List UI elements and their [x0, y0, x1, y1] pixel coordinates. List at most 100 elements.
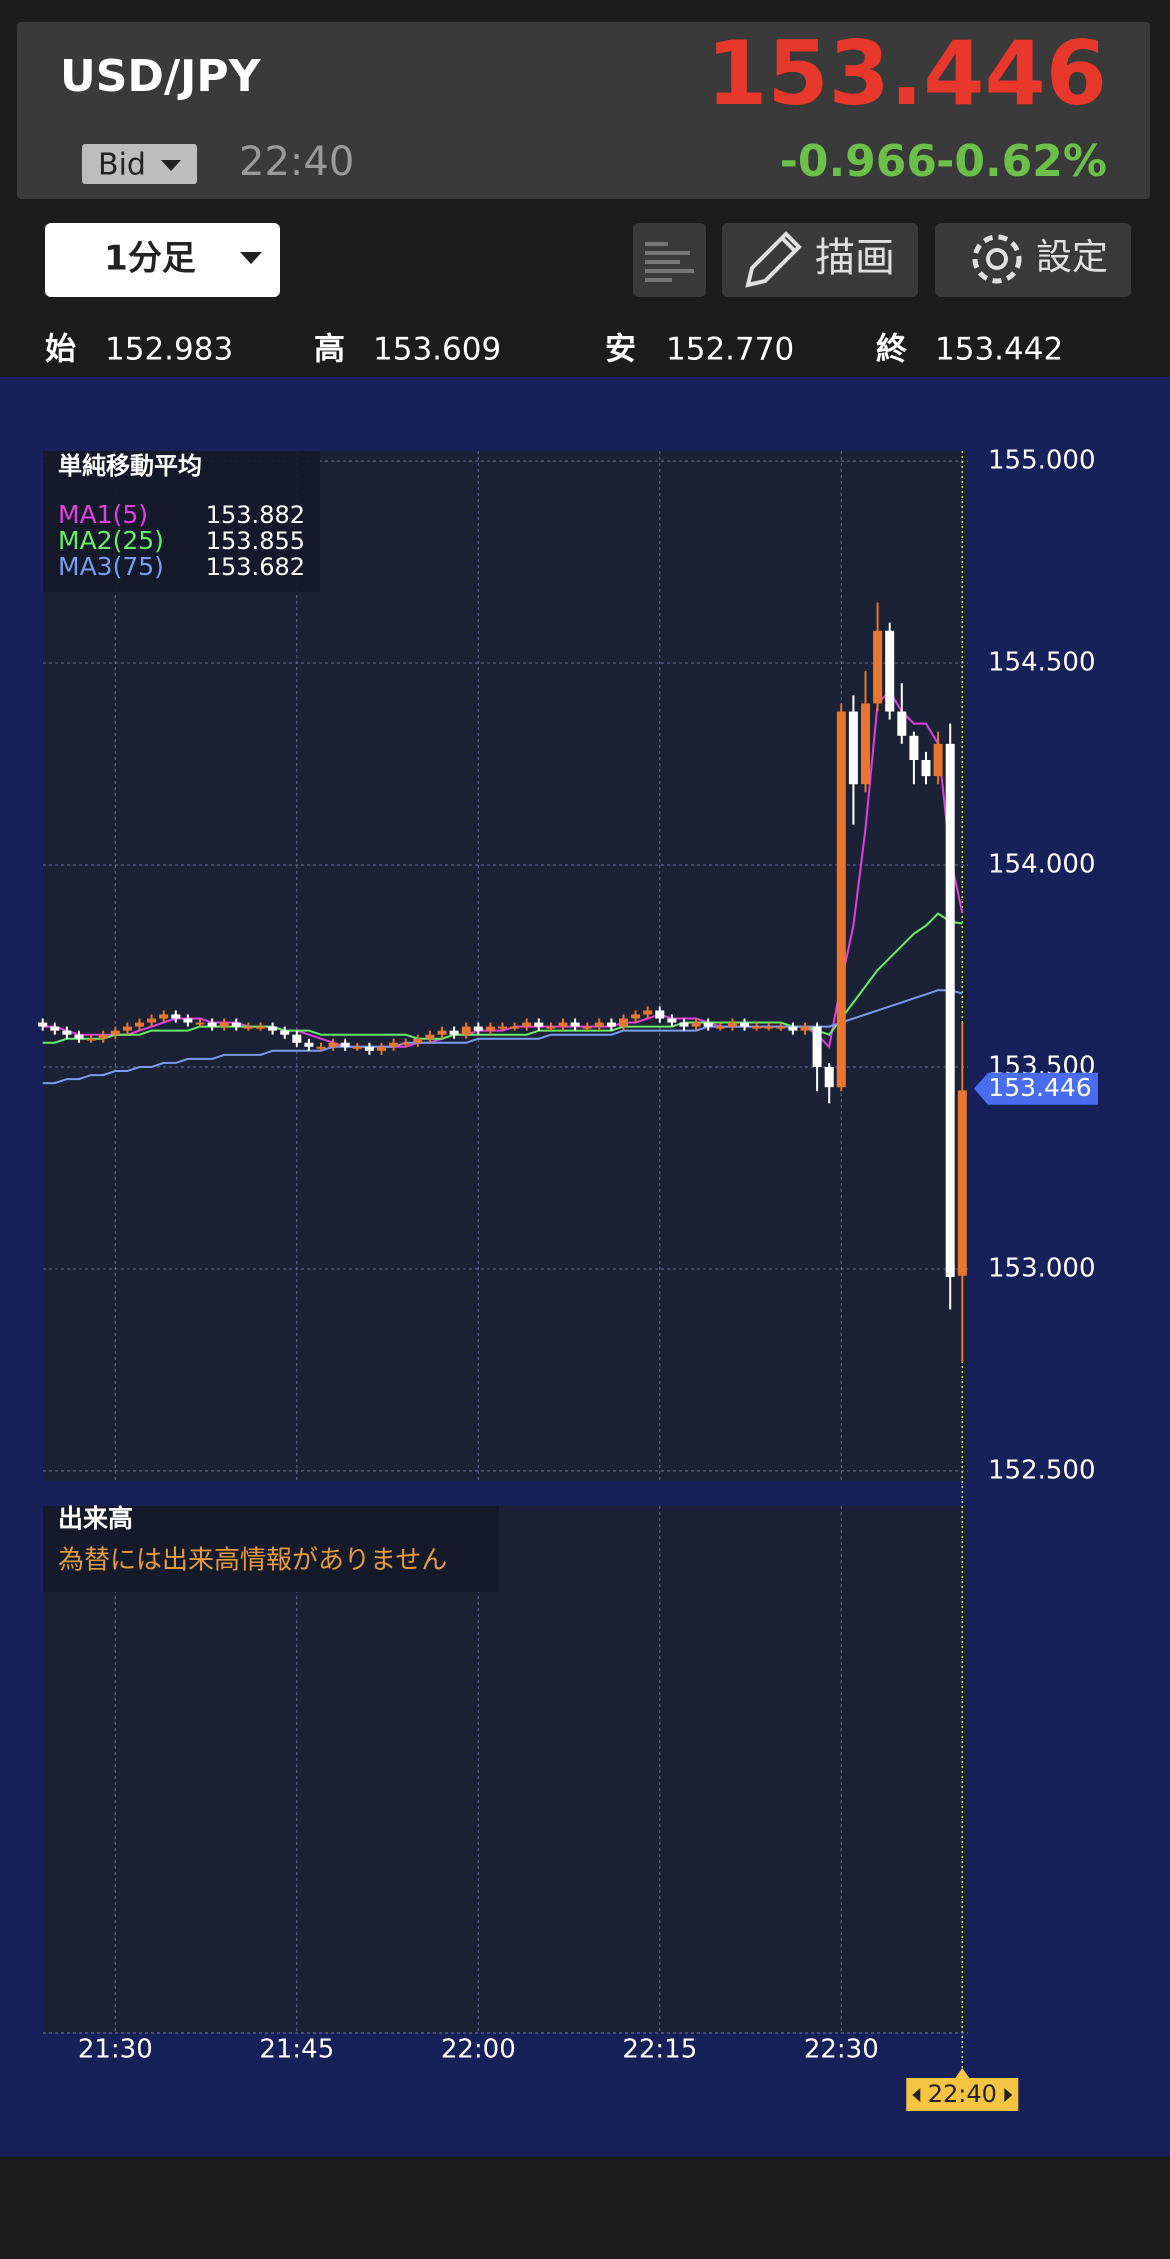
ohlc-label: 始	[45, 332, 76, 368]
timeframe[interactable]: 1分足	[104, 239, 196, 279]
ohlc-label: 安	[605, 332, 636, 368]
ohlc-value: 152.770	[666, 332, 794, 368]
candle-body	[268, 1026, 278, 1031]
candle-body	[631, 1014, 641, 1019]
candle-body	[74, 1034, 84, 1039]
candle-body	[957, 1090, 967, 1276]
candle-body	[401, 1042, 411, 1045]
candle-body	[558, 1022, 568, 1027]
candle-body	[667, 1018, 677, 1023]
legend-value: 153.882	[206, 501, 305, 529]
ohlc-value: 153.609	[373, 332, 501, 368]
ohlc-value: 153.442	[935, 332, 1063, 368]
price-type-dropdown[interactable]: Bid	[82, 144, 197, 184]
candle-body	[498, 1026, 507, 1029]
candle-body	[473, 1026, 483, 1031]
candle-body	[812, 1026, 822, 1067]
candle-body	[159, 1014, 169, 1019]
candle-body	[292, 1034, 302, 1043]
candle-body	[510, 1026, 520, 1029]
candle-body	[352, 1046, 362, 1049]
legend-box	[43, 451, 320, 592]
ohlc-label: 終	[876, 332, 907, 368]
candle-body	[219, 1022, 229, 1027]
candle-body	[135, 1022, 144, 1027]
timeframe-dropdown[interactable]: 1分足	[45, 223, 280, 297]
quote-time: 22:40	[239, 139, 354, 185]
candle-body	[522, 1022, 532, 1027]
candle-body	[836, 711, 846, 1088]
candle-body	[594, 1022, 604, 1027]
candle-body	[316, 1046, 326, 1049]
candle-body	[534, 1022, 544, 1027]
list-icon	[645, 242, 694, 282]
price-type[interactable]: Bid	[98, 148, 146, 183]
candle-body	[231, 1022, 241, 1027]
draw-label[interactable]: 描画	[815, 235, 895, 281]
gear-inner	[986, 248, 1008, 270]
button-bg[interactable]	[722, 223, 918, 297]
candle-body	[122, 1026, 132, 1031]
candle-body	[280, 1030, 290, 1035]
ohlc-value: 152.983	[105, 332, 233, 368]
candle-body	[885, 630, 895, 712]
legend-name: MA2(25)	[58, 526, 164, 555]
candle-body	[86, 1038, 96, 1041]
indicator-button[interactable]	[633, 223, 706, 297]
candle-body	[776, 1026, 786, 1029]
change: -0.966	[780, 136, 937, 187]
candle-body	[98, 1034, 108, 1039]
dropdown-bg[interactable]	[82, 144, 197, 184]
legend-name: MA3(75)	[58, 552, 164, 581]
candle-body	[195, 1022, 205, 1025]
candle-body	[256, 1026, 265, 1029]
timeframe-bg[interactable]	[45, 223, 280, 297]
x-tick-label: 22:15	[622, 2035, 697, 2065]
dropdown-arrow	[161, 160, 181, 171]
candle-body	[643, 1010, 653, 1015]
ohlc-label: 高	[314, 332, 345, 368]
candle-body	[715, 1026, 725, 1029]
candle-body	[800, 1026, 810, 1031]
change-pct: -0.62%	[936, 136, 1107, 187]
symbol: USD/JPY	[60, 51, 262, 102]
tag-arrow-right	[1004, 2088, 1013, 2102]
x-tick-label: 22:00	[441, 2035, 516, 2065]
y-tick-label: 154.500	[988, 648, 1096, 678]
x-tick-label: 22:30	[804, 2035, 879, 2065]
settings-button[interactable]: 設定	[935, 223, 1131, 297]
y-tick-label: 155.000	[988, 446, 1096, 476]
candle-body	[38, 1022, 48, 1027]
settings-label[interactable]: 設定	[1036, 237, 1108, 278]
overlay-layer: 22:40 153.446	[906, 1072, 1098, 2111]
candle-body	[679, 1022, 689, 1027]
legend-value: 153.855	[206, 527, 305, 555]
candle-body	[570, 1022, 580, 1027]
candle-body	[546, 1026, 556, 1029]
current-time-tag	[906, 2078, 1019, 2111]
candle-body	[243, 1026, 253, 1029]
volume-message: 為替には出来高情報がありません	[58, 1546, 447, 1576]
candle-body	[437, 1030, 447, 1035]
candle-body	[873, 630, 883, 704]
candle-body	[824, 1066, 834, 1088]
candle-body	[485, 1026, 495, 1031]
candle-body	[619, 1018, 628, 1027]
volume-panel	[43, 1506, 968, 2033]
candle-body	[740, 1022, 749, 1027]
candle-body	[461, 1026, 471, 1035]
y-tick-label: 154.000	[988, 850, 1096, 880]
candle-body	[364, 1046, 374, 1051]
y-tick-label: 153.000	[988, 1253, 1096, 1283]
tag-pointer	[955, 2068, 970, 2078]
candle-body	[897, 711, 907, 736]
candle-body	[171, 1014, 181, 1019]
candle-body	[147, 1018, 157, 1023]
ohlc-summary: 始 152.983 高 153.609 安 152.770 終 153.442	[45, 332, 1063, 368]
candle-body	[50, 1026, 60, 1031]
draw-button[interactable]: 描画	[722, 223, 918, 297]
gear-outer	[972, 234, 1022, 284]
volume-title: 出来高	[58, 1504, 133, 1533]
candle-body	[183, 1018, 193, 1023]
